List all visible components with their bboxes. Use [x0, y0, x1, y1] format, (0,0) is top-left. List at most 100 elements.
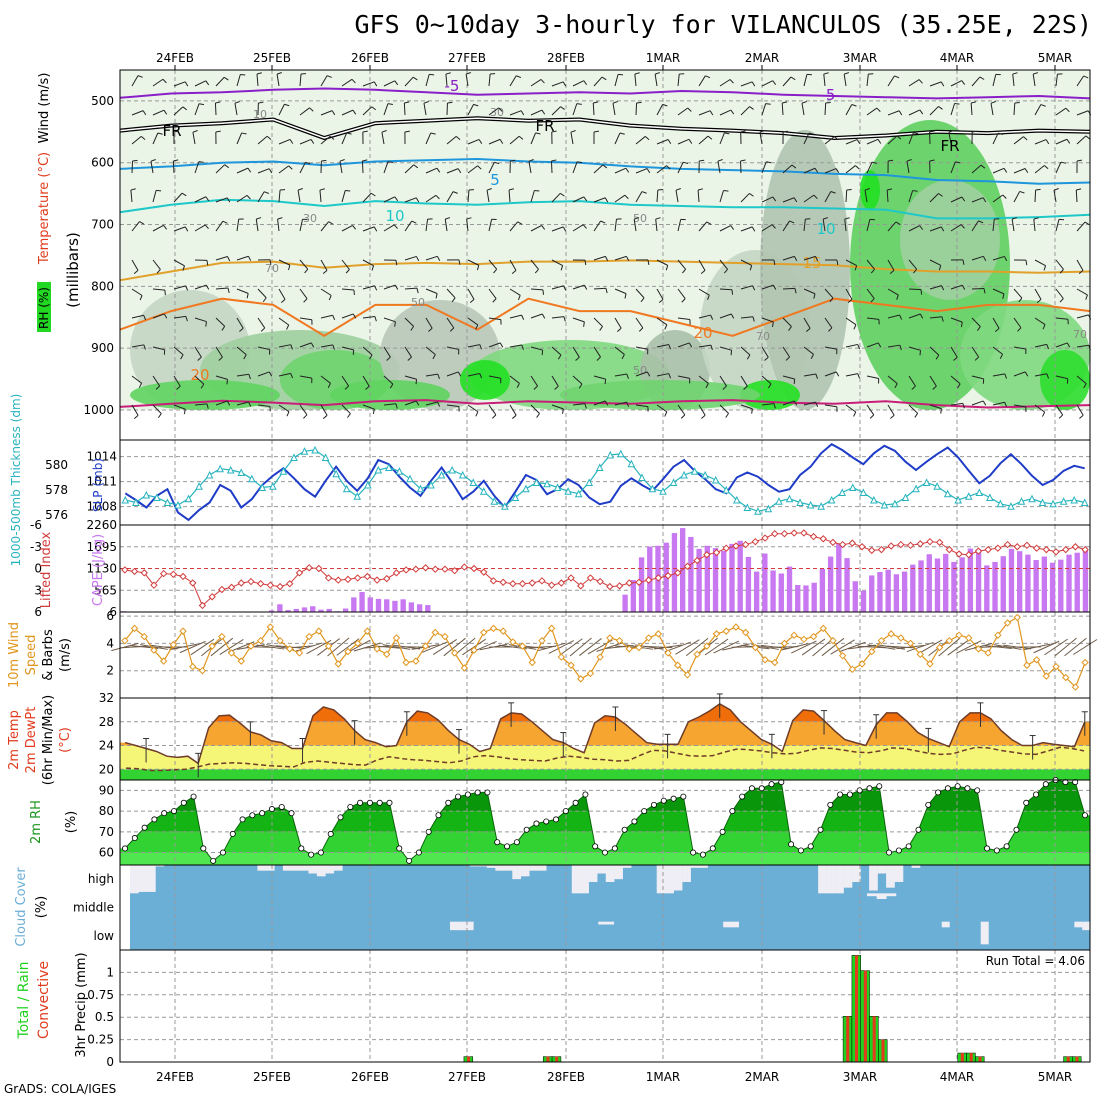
- wind-barb-flag: [133, 414, 139, 419]
- wind-barb: [844, 219, 847, 232]
- cape-bar: [893, 574, 900, 612]
- wind-barb-flag: [240, 73, 246, 76]
- wind-barb-flag: [730, 109, 735, 115]
- lifted-index-marker: [1032, 544, 1041, 552]
- precip-tick-label: 1: [106, 965, 114, 979]
- cloud-bar-high: [495, 865, 505, 871]
- rh-marker: [562, 808, 569, 815]
- wind-barb-flag: [247, 256, 252, 261]
- wind-barb: [656, 344, 669, 348]
- cape-bar: [638, 557, 645, 612]
- cloud-bar-high: [826, 865, 836, 894]
- contour-label: 70: [265, 262, 279, 275]
- wind-barb-flag: [593, 130, 600, 133]
- precip-convective-bar: [1066, 1056, 1070, 1062]
- wind-barb: [551, 285, 564, 290]
- wind-barb-flag: [332, 315, 336, 320]
- surface-wind-barb: [947, 638, 971, 656]
- date-label-bottom: 1MAR: [646, 1070, 681, 1084]
- wind-barb-flag: [972, 130, 978, 133]
- rh-marker: [709, 845, 716, 852]
- thickness-marker: [690, 467, 699, 475]
- wind-barb-flag: [182, 106, 188, 111]
- thickness-marker: [827, 495, 836, 504]
- wind-barb: [656, 404, 668, 413]
- wind-barb: [509, 404, 517, 416]
- wind-barb: [341, 259, 350, 270]
- rh-marker: [180, 799, 187, 806]
- cape-bar: [795, 585, 801, 612]
- thickness-marker: [216, 464, 224, 473]
- wind-barb-flag: [1003, 168, 1008, 173]
- contour-label: 20: [190, 366, 209, 384]
- cape-bar: [1074, 552, 1080, 612]
- wind-barb-flag: [584, 403, 587, 409]
- surface-wind-barb: [327, 637, 350, 657]
- wind-barb-flag: [953, 356, 958, 361]
- pressure-axis-label: (millibars): [64, 232, 82, 308]
- wind-barb-flag: [387, 161, 394, 164]
- temp-tick-label: 32: [99, 691, 114, 705]
- wind-barb-flag: [430, 132, 436, 135]
- wind-barb-flag: [510, 159, 516, 162]
- wind-speed-marker: [625, 645, 633, 653]
- wind-barb: [173, 226, 186, 232]
- wind-barb-flag: [749, 193, 754, 197]
- wind-barb: [278, 138, 291, 145]
- wind-barb: [172, 160, 175, 174]
- wind-barb: [1034, 189, 1037, 203]
- wind-barb: [130, 190, 133, 203]
- wind-barb: [886, 189, 889, 203]
- rh-marker: [592, 843, 599, 850]
- wind-barb: [257, 168, 270, 174]
- wind-barb-flag: [746, 354, 751, 360]
- wind-barb: [425, 74, 430, 87]
- wind-barb: [320, 259, 328, 271]
- wind-barb-flag: [499, 139, 504, 144]
- wind-barb-flag: [919, 313, 924, 319]
- wind-barb: [929, 259, 941, 266]
- cape-bar: [1082, 550, 1089, 612]
- wind-speed-marker: [353, 639, 362, 648]
- wind-barb-flag: [374, 316, 377, 322]
- wind-barb-flag: [476, 265, 480, 271]
- wind-barb: [530, 288, 544, 291]
- rh-marker: [288, 810, 295, 817]
- wind-barb: [1055, 259, 1064, 270]
- wind-barb-flag: [844, 217, 850, 220]
- rh-marker: [455, 793, 462, 800]
- wind-barb: [1055, 317, 1068, 320]
- wind-barb-flag: [284, 103, 290, 107]
- wind-barb: [194, 284, 207, 290]
- rh-marker: [856, 787, 863, 794]
- cloud-bar-high: [597, 865, 606, 874]
- lifted-index-marker: [1052, 548, 1060, 556]
- lifted-index-marker: [179, 572, 187, 581]
- wind-barb-flag: [899, 345, 902, 351]
- wind-barb-flag: [701, 414, 706, 419]
- wind-barb-flag: [156, 269, 161, 274]
- wind-barb: [845, 139, 858, 145]
- wind-barb: [1055, 138, 1068, 145]
- wind-barb-flag: [310, 342, 315, 348]
- temp-band: [120, 721, 1090, 746]
- wind-barb-flag: [222, 220, 228, 224]
- surface-wind-barb: [219, 639, 244, 655]
- wind-barb-flag: [918, 79, 923, 84]
- wind-barb-flag: [455, 135, 461, 140]
- wind-speed-marker: [431, 628, 439, 637]
- wind-barb: [697, 189, 700, 203]
- wind-barb-flag: [163, 109, 168, 115]
- wind-barb: [761, 346, 769, 358]
- wind-barb: [278, 288, 286, 300]
- wind-barb: [593, 164, 604, 174]
- wind-speed-marker: [286, 645, 294, 653]
- cloud-bar-high: [130, 865, 139, 894]
- wind-barb-flag: [914, 413, 919, 418]
- wind-barb: [761, 80, 773, 87]
- wind-speed-marker: [994, 631, 1002, 639]
- wind-barb: [845, 259, 857, 266]
- wind-barb-flag: [436, 256, 441, 261]
- lifted-index-marker: [567, 574, 575, 582]
- wind-barb-flag: [646, 371, 651, 377]
